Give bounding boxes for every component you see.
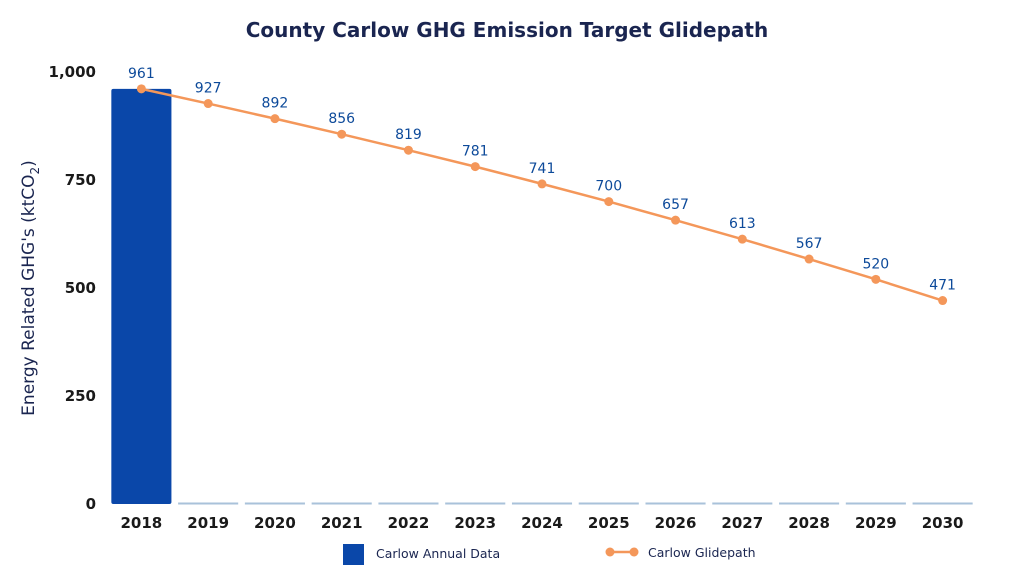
- x-tick-label: 2023: [454, 514, 496, 532]
- legend-marker-glidepath: [629, 547, 639, 557]
- data-label-2029: 520: [862, 256, 889, 272]
- glidepath-point-2018: [136, 84, 146, 94]
- data-label-2019: 927: [195, 81, 222, 97]
- glidepath-point-2024: [537, 179, 547, 189]
- x-tick-label: 2026: [655, 514, 697, 532]
- glidepath-point-2022: [403, 145, 413, 155]
- glidepath-point-2025: [604, 197, 614, 207]
- x-tick-label: 2024: [521, 514, 563, 532]
- x-tick-label: 2027: [721, 514, 763, 532]
- data-label-2023: 781: [462, 144, 489, 160]
- bar-annual-data-2019: [178, 502, 239, 505]
- y-tick-label: 0: [86, 495, 96, 513]
- glidepath-point-2023: [470, 162, 480, 172]
- bar-annual-data-2018: [111, 88, 172, 505]
- y-axis-label: Energy Related GHG's (ktCO2): [19, 160, 42, 416]
- bar-annual-data-2027: [712, 502, 773, 505]
- bar-annual-data-2020: [244, 502, 305, 505]
- x-tick-label: 2020: [254, 514, 296, 532]
- x-tick-label: 2018: [121, 514, 163, 532]
- legend-marker-glidepath: [605, 547, 615, 557]
- glidepath-point-2019: [203, 99, 213, 109]
- data-label-2026: 657: [662, 197, 689, 213]
- bar-annual-data-2023: [445, 502, 506, 505]
- y-tick-label: 500: [65, 279, 96, 297]
- bar-annual-data-2022: [378, 502, 439, 505]
- glidepath-point-2027: [737, 234, 747, 244]
- y-tick-label: 250: [65, 387, 96, 405]
- data-label-2022: 819: [395, 127, 422, 143]
- glidepath-point-2020: [270, 114, 280, 124]
- y-tick-label: 750: [65, 171, 96, 189]
- legend: Carlow Annual Data Carlow Glidepath: [343, 544, 756, 565]
- line-series: [136, 84, 948, 306]
- glidepath-point-2026: [671, 215, 681, 225]
- y-tick-label: 1,000: [49, 63, 96, 81]
- bar-annual-data-2028: [779, 502, 840, 505]
- bar-annual-data-2021: [311, 502, 372, 505]
- y-axis-ticks: 0 250 500 750 1,000: [49, 63, 96, 513]
- x-tick-label: 2022: [388, 514, 430, 532]
- data-label-2018: 961: [128, 66, 155, 82]
- bar-annual-data-2025: [578, 502, 639, 505]
- data-labels: 961 927 892 856 819 781 741 700 657 613 567 520 471: [128, 66, 956, 294]
- bar-series: [111, 88, 973, 505]
- x-tick-label: 2028: [788, 514, 830, 532]
- glidepath-point-2021: [337, 129, 347, 139]
- data-label-2030: 471: [929, 278, 956, 294]
- bar-annual-data-2024: [511, 502, 573, 505]
- data-label-2024: 741: [529, 161, 556, 177]
- y-axis-label-subscript: 2: [28, 167, 42, 175]
- glidepath-point-2029: [871, 274, 881, 284]
- glidepath-point-2030: [938, 296, 948, 306]
- y-axis-label-end: ): [19, 160, 39, 167]
- data-label-2028: 567: [796, 236, 823, 252]
- data-label-2025: 700: [595, 179, 622, 195]
- bar-annual-data-2029: [845, 502, 906, 505]
- legend-swatch-annual-data: [343, 544, 364, 565]
- y-axis-label-main: Energy Related GHG's (ktCO: [19, 174, 39, 415]
- bar-annual-data-2026: [645, 502, 706, 505]
- data-label-2027: 613: [729, 216, 756, 232]
- x-tick-label: 2030: [922, 514, 964, 532]
- glidepath-line: [141, 87, 943, 302]
- x-tick-label: 2021: [321, 514, 363, 532]
- x-tick-label: 2019: [187, 514, 229, 532]
- glidepath-point-2028: [804, 254, 814, 264]
- legend-label-annual-data: Carlow Annual Data: [376, 546, 500, 561]
- chart-title: County Carlow GHG Emission Target Glidep…: [246, 18, 768, 42]
- data-label-2020: 892: [262, 96, 289, 112]
- x-tick-label: 2025: [588, 514, 630, 532]
- data-label-2021: 856: [328, 111, 355, 127]
- x-axis-ticks: 2018 2019 2020 2021 2022 2023 2024 2025 2026 2027…: [121, 514, 964, 532]
- x-tick-label: 2029: [855, 514, 897, 532]
- bar-annual-data-2030: [912, 502, 973, 505]
- legend-label-glidepath: Carlow Glidepath: [648, 545, 756, 560]
